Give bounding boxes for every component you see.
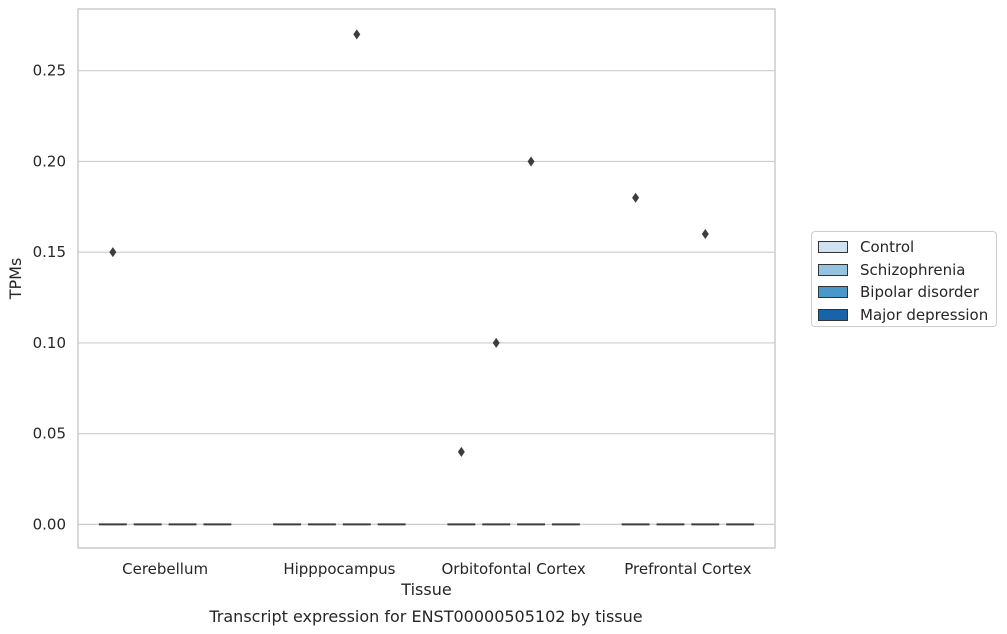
x-tick-label: Cerebellum (122, 560, 208, 578)
y-tick-label: 0.25 (33, 62, 66, 80)
legend-item: Bipolar disorder (818, 281, 996, 304)
legend-swatch (818, 241, 848, 254)
gridlines (78, 70, 775, 526)
outlier-point (457, 446, 465, 457)
legend-swatch (818, 263, 848, 276)
outlier-point (701, 229, 709, 240)
chart-caption: Transcript expression for ENST0000050510… (208, 607, 642, 626)
legend-label: Bipolar disorder (860, 283, 979, 302)
y-tick-label: 0.20 (33, 152, 66, 170)
legend-swatch (818, 286, 848, 299)
y-tick-label: 0.15 (33, 243, 66, 261)
outliers (109, 29, 709, 457)
x-tick-label: Prefrontal Cortex (624, 560, 751, 578)
y-tick-label: 0.05 (33, 425, 66, 443)
outlier-point (492, 337, 500, 348)
x-tick-label: Hipppocampus (283, 560, 395, 578)
legend-item: Control (818, 236, 996, 259)
x-axis-label: Tissue (400, 580, 451, 599)
outlier-point (109, 247, 117, 258)
legend-label: Schizophrenia (860, 260, 966, 279)
legend: Control Schizophrenia Bipolar disorder Majo… (811, 231, 997, 327)
legend-label: Major depression (860, 305, 989, 324)
legend-swatch (818, 308, 848, 321)
y-tick-label: 0.00 (33, 515, 66, 533)
outlier-point (632, 192, 640, 203)
outlier-point (353, 29, 361, 40)
outlier-point (527, 156, 535, 167)
x-tick-labels: Cerebellum Hipppocampus Orbitofontal Corte… (122, 560, 751, 578)
y-tick-label: 0.10 (33, 334, 66, 352)
x-tick-label: Orbitofontal Cortex (442, 560, 586, 578)
plot-frame (77, 8, 776, 549)
legend-item: Schizophrenia (818, 259, 996, 282)
y-tick-labels: 0.00 0.05 0.10 0.15 0.20 0.25 (33, 62, 66, 534)
legend-item: Major depression (818, 304, 996, 327)
legend-label: Control (860, 238, 915, 257)
y-axis-label: TPMs (6, 258, 25, 301)
